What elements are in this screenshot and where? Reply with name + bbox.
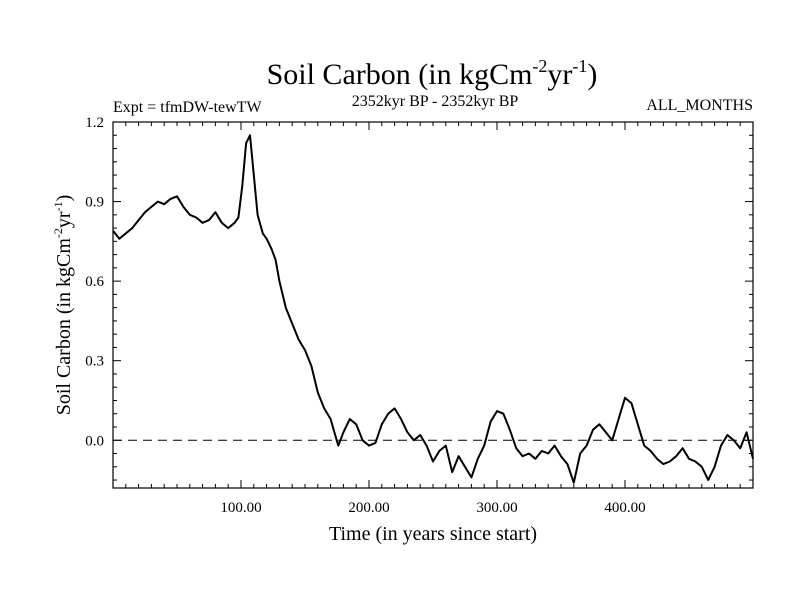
x-tick-label: 200.00 — [348, 500, 389, 516]
plot-frame — [112, 121, 754, 489]
chart-title-end: ) — [587, 58, 597, 91]
x-axis-label: Time (in years since start) — [329, 523, 537, 545]
y-axis-label-main: Soil Carbon (in kgCm — [53, 238, 75, 416]
y-tick-label: 0.6 — [85, 274, 104, 290]
x-tick-label: 300.00 — [476, 500, 517, 516]
chart-title-superscript-2: -1 — [572, 56, 587, 76]
x-tick-label: 400.00 — [604, 500, 645, 516]
series-line-soil-carbon — [112, 134, 754, 484]
y-axis-label-superscript-1: -2 — [51, 228, 65, 238]
y-axis: 0.0 0.3 0.6 0.9 1.2 — [85, 115, 753, 481]
chart-title: Soil Carbon (in kgCm-2yr-1) — [267, 56, 598, 91]
y-tick-label: 0.9 — [85, 195, 104, 211]
y-tick-label: 0.3 — [85, 354, 104, 370]
y-tick-label: 1.2 — [85, 115, 104, 131]
x-tick-label: 100.00 — [220, 500, 261, 516]
y-axis-label-unit: yr — [53, 211, 75, 228]
subtitle-experiment: Expt = tfmDW-tewTW — [113, 99, 262, 116]
chart-title-main: Soil Carbon (in kgCm — [267, 58, 533, 91]
y-axis-label-end: ) — [53, 195, 75, 202]
chart-title-unit: yr — [547, 58, 572, 91]
y-axis-label: Soil Carbon (in kgCm-2yr-1) — [51, 195, 75, 416]
y-tick-label: 0.0 — [85, 433, 104, 449]
y-axis-label-superscript-2: -1 — [51, 201, 65, 211]
x-axis: 100.00 200.00 300.00 400.00 — [125, 122, 741, 516]
chart-title-superscript-1: -2 — [532, 56, 547, 76]
subtitle-months: ALL_MONTHS — [646, 97, 753, 114]
subtitle-period: 2352kyr BP - 2352kyr BP — [352, 93, 519, 110]
